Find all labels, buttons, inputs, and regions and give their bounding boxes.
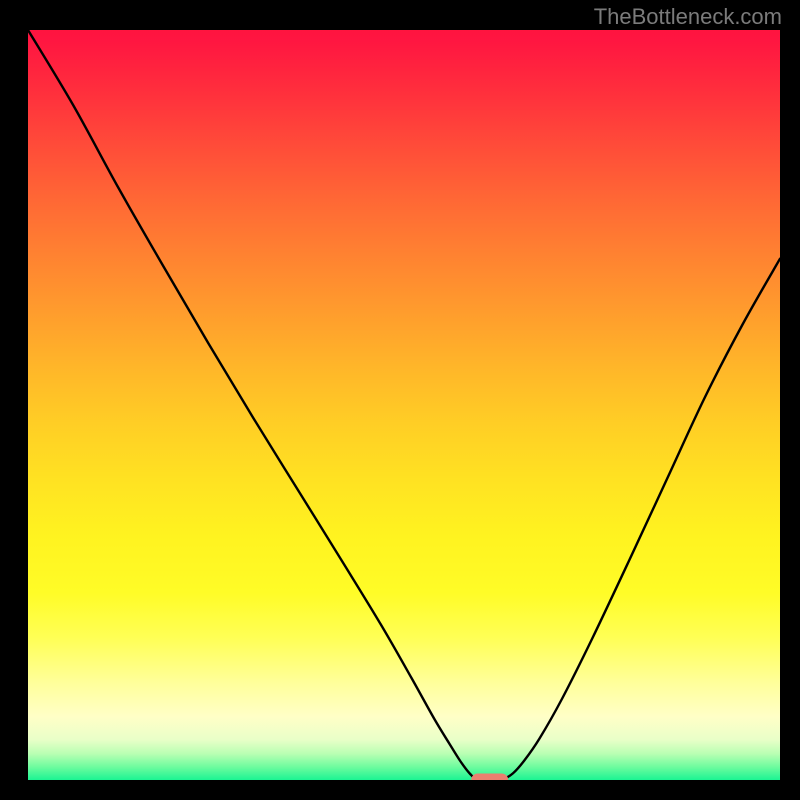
- chart-svg: [28, 30, 780, 780]
- plot-area: [28, 30, 780, 780]
- chart-background: [28, 30, 780, 780]
- optimum-marker: [471, 773, 509, 780]
- watermark-text: TheBottleneck.com: [594, 4, 782, 30]
- chart-frame: TheBottleneck.com: [0, 0, 800, 800]
